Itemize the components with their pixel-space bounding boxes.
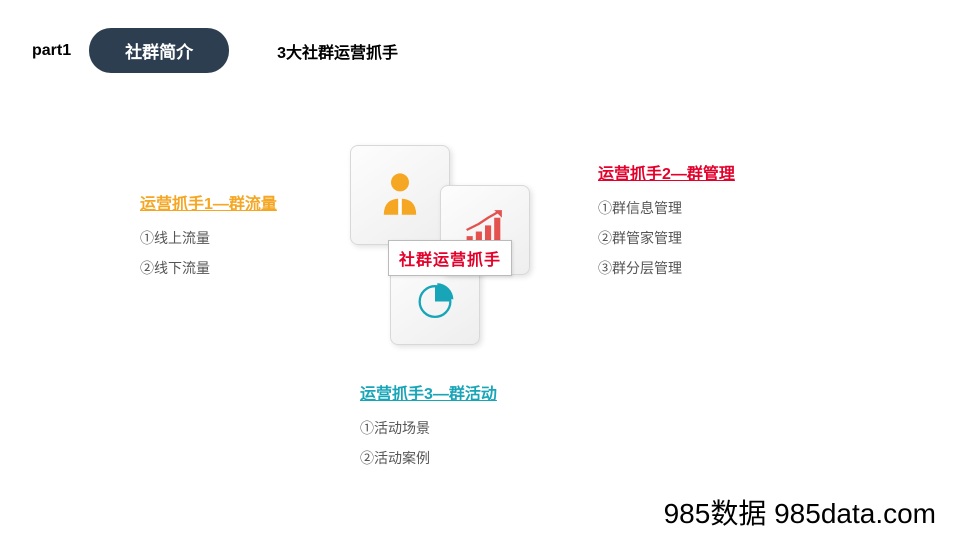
list-item: ①活动场景 xyxy=(360,418,497,438)
section-right-title: 运营抓手2—群管理 xyxy=(598,160,735,184)
list-item: ②活动案例 xyxy=(360,448,497,468)
list-item: ③群分层管理 xyxy=(598,258,735,278)
section-right: 运营抓手2—群管理 ①群信息管理 ②群管家管理 ③群分层管理 xyxy=(598,160,735,288)
card-person xyxy=(350,145,450,245)
list-item: ②群管家管理 xyxy=(598,228,735,248)
section-pill: 社群简介 xyxy=(89,28,229,73)
list-item: ②线下流量 xyxy=(140,258,277,278)
pie-chart-icon xyxy=(412,277,458,323)
list-item: ①群信息管理 xyxy=(598,198,735,218)
watermark: 985数据 985data.com xyxy=(664,492,936,532)
list-item: ①线上流量 xyxy=(140,228,277,248)
section-left: 运营抓手1—群流量 ①线上流量 ②线下流量 xyxy=(140,190,277,288)
section-bottom: 运营抓手3—群活动 ①活动场景 ②活动案例 xyxy=(360,380,497,478)
header: part1 社群简介 3大社群运营抓手 xyxy=(0,0,960,73)
section-left-title: 运营抓手1—群流量 xyxy=(140,190,277,214)
page-subtitle: 3大社群运营抓手 xyxy=(277,39,398,63)
person-icon xyxy=(373,168,427,222)
part-label: part1 xyxy=(32,42,71,60)
section-bottom-title: 运营抓手3—群活动 xyxy=(360,380,497,404)
icon-cluster: 社群运营抓手 xyxy=(350,145,570,365)
center-label: 社群运营抓手 xyxy=(388,240,512,276)
